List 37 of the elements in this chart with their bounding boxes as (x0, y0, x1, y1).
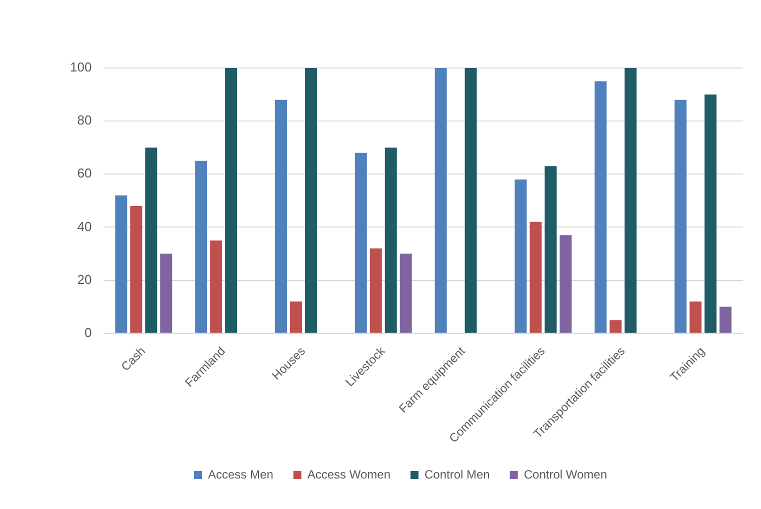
legend-label: Control Women (524, 467, 608, 482)
legend-label: Access Women (307, 467, 390, 482)
bar (434, 68, 447, 333)
bar (275, 100, 287, 333)
bar (160, 254, 172, 333)
bar (674, 100, 687, 333)
bar (384, 148, 397, 333)
y-tick-label: 40 (77, 218, 92, 234)
bar (290, 301, 302, 333)
bar (624, 68, 637, 333)
bar (514, 179, 527, 333)
y-tick-label: 0 (84, 324, 92, 340)
y-tick-label: 20 (77, 272, 92, 287)
legend-label: Control Men (424, 467, 490, 482)
bar (720, 306, 732, 333)
bar (130, 206, 142, 333)
y-tick-label: 80 (77, 112, 92, 128)
bar (594, 81, 607, 333)
legend-label: Access Men (208, 467, 274, 482)
bar (115, 195, 128, 333)
y-tick-label: 100 (70, 60, 92, 75)
bar (530, 222, 542, 333)
bar (354, 152, 367, 333)
bar (544, 166, 557, 333)
bar (210, 240, 222, 333)
bar (690, 301, 702, 333)
y-tick-label: 60 (77, 166, 92, 181)
bar (225, 68, 238, 333)
bar (560, 235, 572, 333)
bar (304, 68, 317, 333)
bar (400, 254, 412, 333)
bar (145, 148, 158, 333)
bar (704, 94, 717, 333)
bar (370, 248, 382, 333)
bar (464, 68, 477, 333)
bar (195, 160, 208, 333)
bar (610, 320, 622, 333)
